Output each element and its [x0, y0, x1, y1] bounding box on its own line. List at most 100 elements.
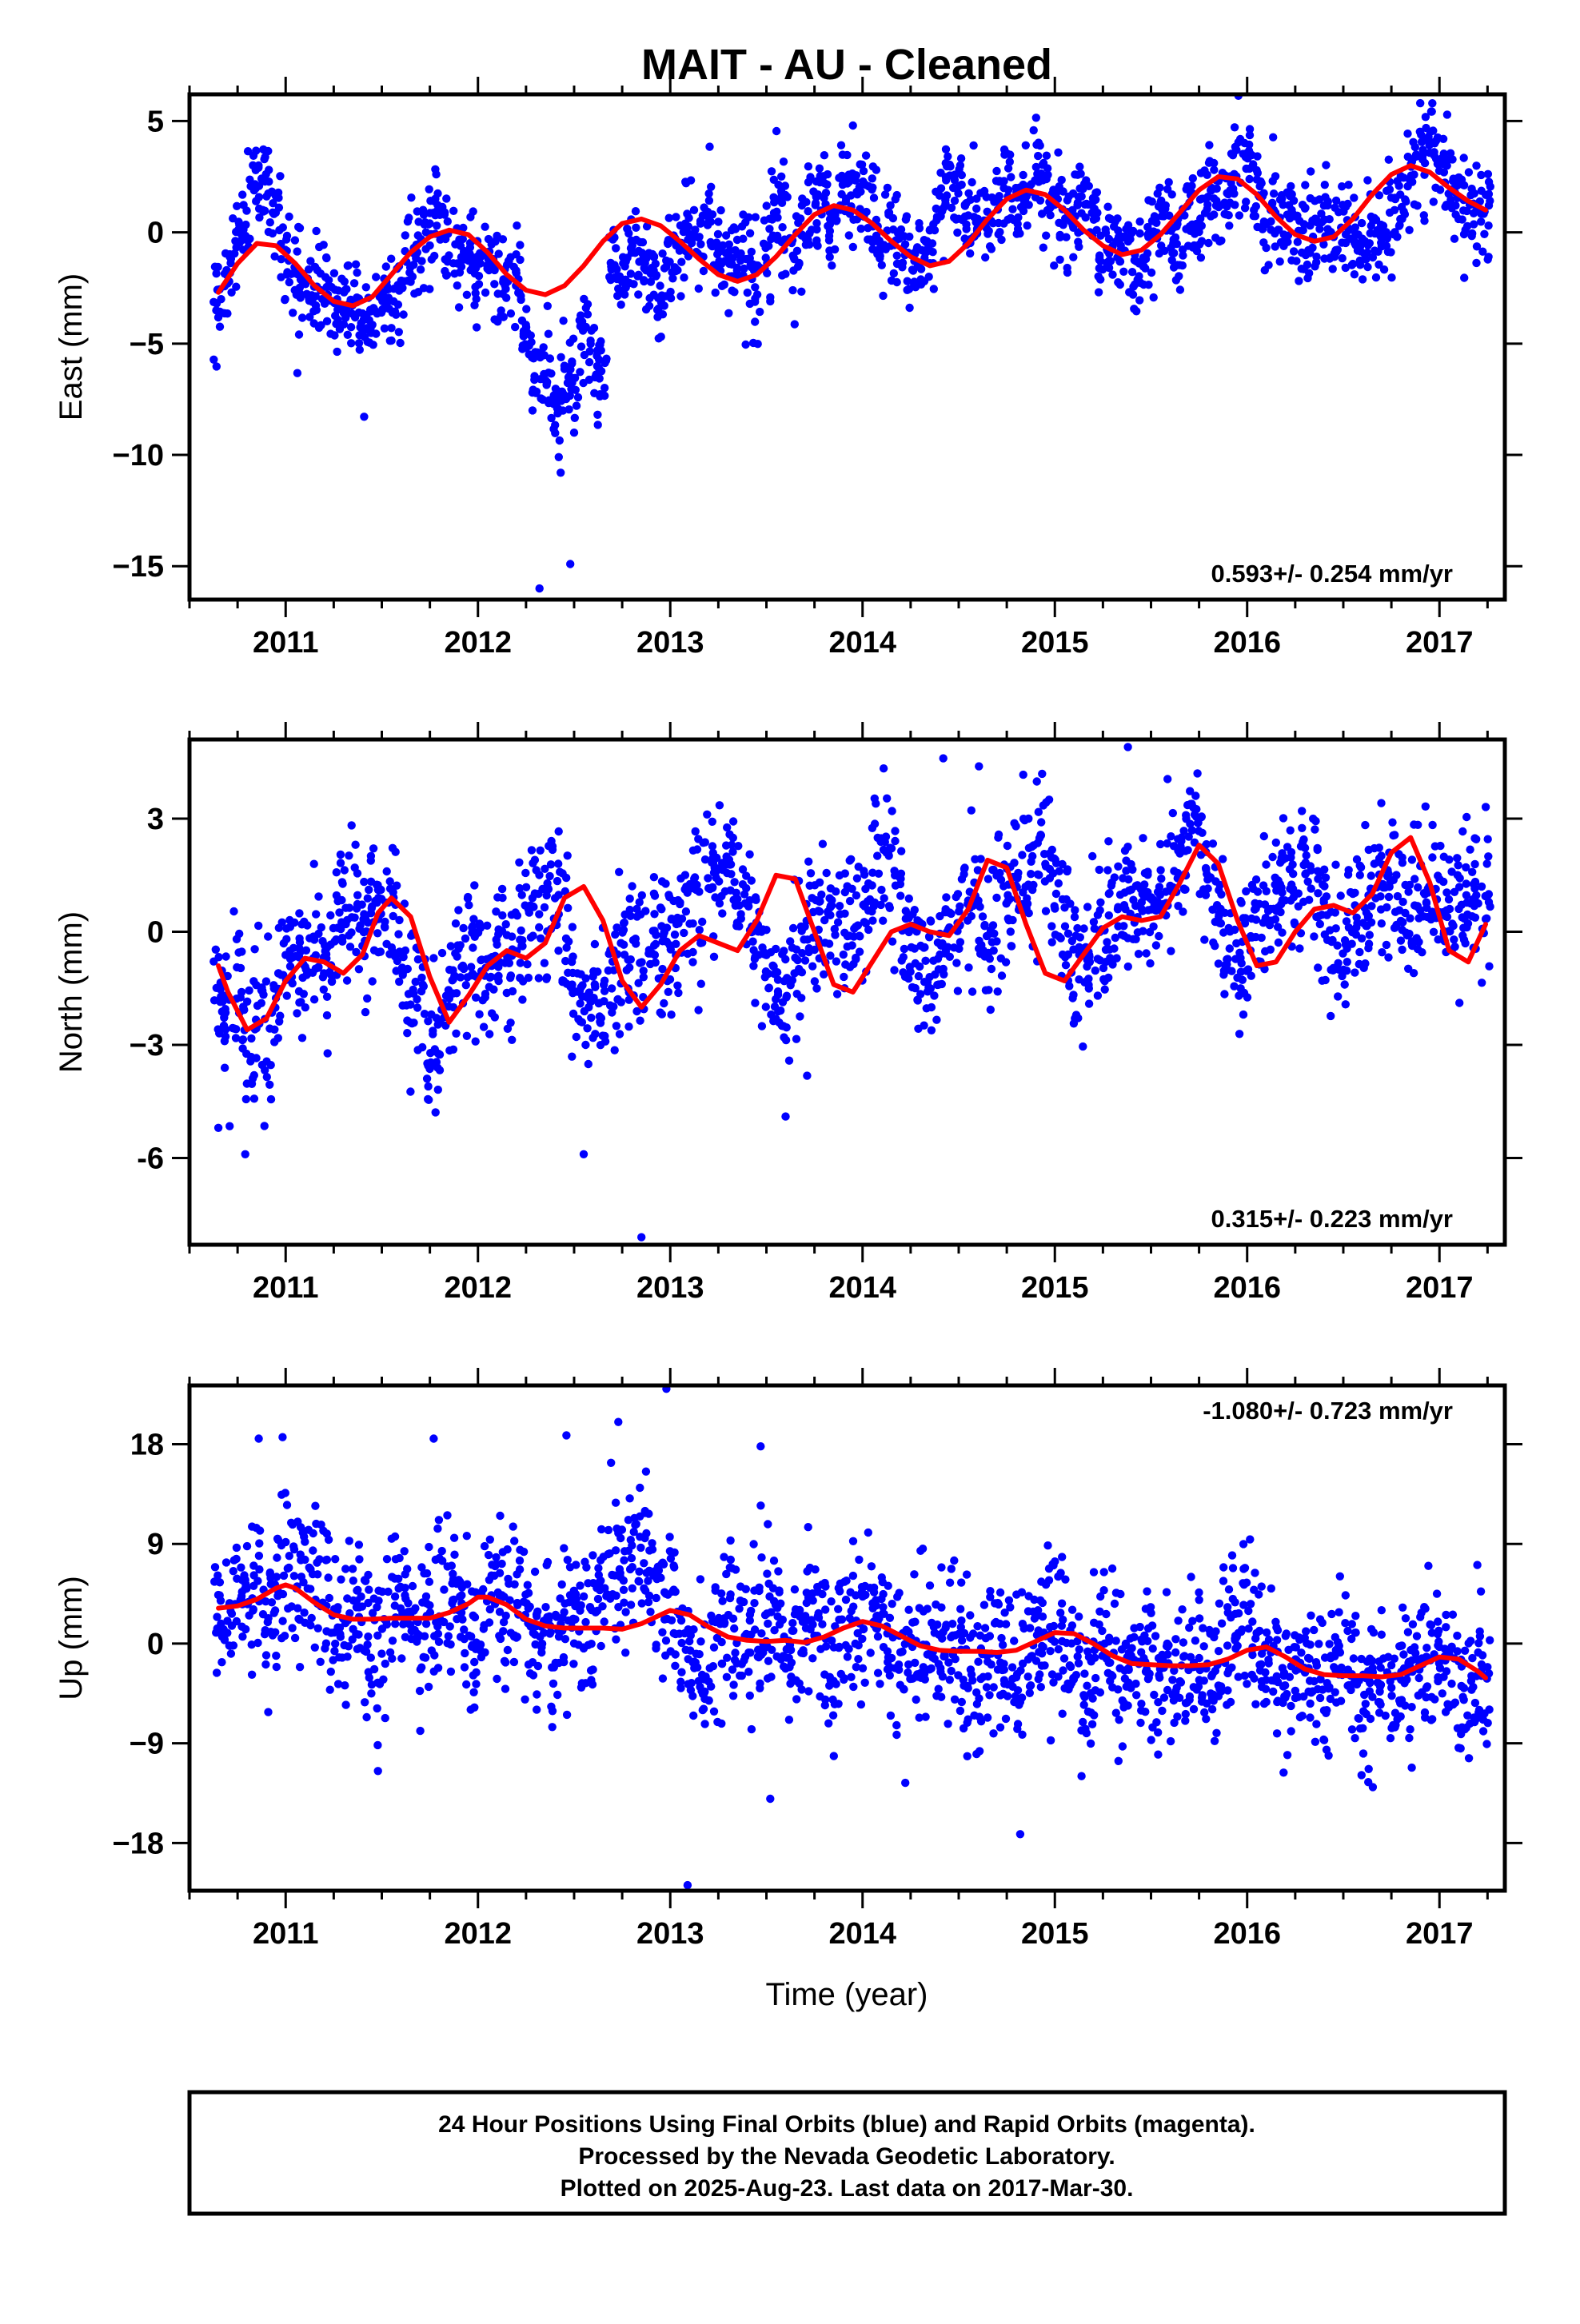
data-point — [718, 909, 726, 917]
data-point — [402, 1001, 410, 1009]
data-point — [480, 1621, 488, 1629]
data-point — [510, 1658, 518, 1666]
data-point — [310, 860, 318, 868]
data-point — [754, 340, 762, 348]
data-point — [362, 1713, 370, 1721]
y-tick-label: -6 — [137, 1142, 164, 1176]
data-point — [860, 167, 868, 175]
data-point — [730, 1624, 738, 1632]
data-point — [462, 1680, 470, 1688]
data-point — [868, 916, 876, 924]
data-point — [708, 818, 716, 826]
data-point — [555, 827, 563, 835]
data-point — [361, 1698, 369, 1706]
data-point — [1356, 871, 1364, 879]
data-point — [585, 988, 593, 996]
data-point — [258, 987, 266, 995]
data-point — [1063, 196, 1071, 204]
data-point — [1203, 870, 1211, 878]
data-point — [242, 1095, 250, 1103]
y-tick-label: 5 — [147, 105, 164, 138]
data-point — [704, 189, 712, 197]
data-point — [324, 1573, 332, 1581]
data-point — [271, 190, 279, 198]
y-tick-label: −10 — [113, 439, 164, 472]
data-point — [582, 304, 590, 312]
data-point — [233, 1544, 241, 1552]
data-point — [688, 919, 696, 927]
data-point — [635, 1568, 643, 1576]
data-point — [323, 317, 331, 325]
data-point — [636, 1544, 644, 1552]
data-point — [636, 1017, 644, 1025]
data-point — [845, 931, 853, 939]
data-point — [331, 312, 339, 320]
x-tick-label: 2015 — [1021, 1271, 1089, 1305]
data-point — [1344, 181, 1352, 189]
data-point — [1482, 803, 1490, 811]
data-point — [1443, 110, 1451, 118]
data-point — [559, 317, 567, 325]
data-point — [337, 1576, 345, 1584]
data-point — [348, 309, 356, 317]
data-point — [428, 1646, 436, 1654]
data-point — [521, 1696, 529, 1704]
data-point — [1470, 189, 1478, 197]
x-tick-label: 2012 — [444, 626, 512, 660]
data-point — [1119, 922, 1127, 930]
data-point — [779, 998, 787, 1006]
data-point — [698, 918, 706, 926]
data-point — [964, 963, 972, 971]
data-point — [604, 1526, 612, 1534]
data-point — [690, 1664, 698, 1672]
data-point — [816, 165, 824, 173]
data-point — [771, 1003, 779, 1011]
data-point — [1169, 809, 1177, 817]
data-point — [1382, 903, 1390, 911]
data-point — [288, 1624, 296, 1632]
data-point — [447, 1668, 455, 1676]
data-point — [583, 1024, 591, 1032]
data-point — [367, 1689, 375, 1697]
data-point — [264, 1708, 272, 1716]
data-point — [1135, 950, 1143, 958]
data-point — [627, 1536, 635, 1544]
data-point — [1448, 919, 1456, 927]
data-point — [1034, 152, 1042, 160]
data-point — [615, 868, 623, 876]
data-point — [327, 1628, 335, 1636]
data-point — [840, 973, 848, 981]
data-point — [1021, 195, 1029, 203]
data-point — [556, 868, 564, 876]
data-point — [559, 406, 567, 414]
data-point — [455, 1576, 463, 1584]
data-point — [794, 262, 802, 270]
data-point — [1077, 209, 1085, 217]
data-point — [772, 127, 780, 135]
data-point — [849, 243, 857, 251]
data-point — [732, 225, 740, 233]
data-point — [581, 1618, 589, 1626]
data-point — [756, 308, 764, 316]
data-point — [573, 401, 581, 409]
data-point — [381, 1660, 389, 1668]
data-point — [330, 269, 338, 277]
data-point — [612, 1499, 620, 1507]
data-point — [933, 981, 941, 989]
data-point — [299, 1529, 307, 1537]
data-point — [627, 1600, 635, 1608]
data-point — [614, 1603, 622, 1611]
data-point — [671, 931, 679, 939]
data-point — [561, 1600, 569, 1608]
data-point — [796, 214, 804, 222]
data-point — [820, 151, 828, 159]
data-point — [854, 188, 862, 196]
data-point — [1472, 161, 1480, 169]
x-tick-label: 2012 — [444, 1271, 512, 1305]
data-point — [597, 346, 605, 354]
data-point — [804, 207, 812, 215]
data-point — [1314, 889, 1322, 897]
data-point — [309, 1570, 317, 1578]
data-point — [423, 1074, 431, 1082]
data-point — [646, 960, 654, 968]
